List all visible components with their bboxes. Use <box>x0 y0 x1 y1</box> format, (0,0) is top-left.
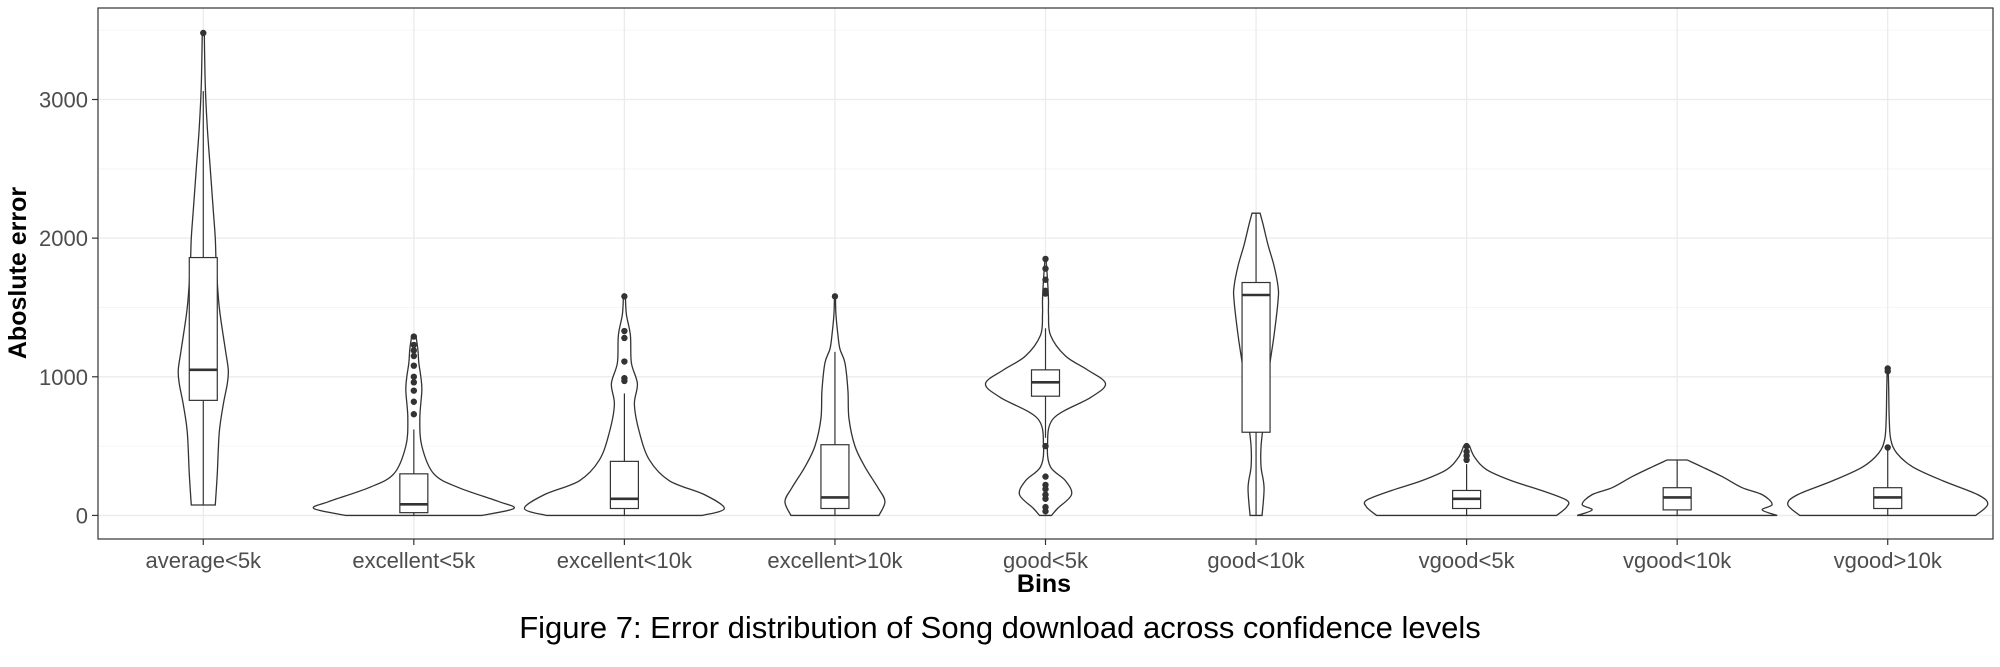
box-iqr <box>609 460 639 510</box>
outlier-point <box>1042 287 1049 295</box>
y-axis-title: Aboslute error <box>4 187 32 360</box>
x-tick-label: vgood<5k <box>1419 548 1516 573</box>
outlier-point <box>1463 442 1470 450</box>
outlier-point <box>1042 255 1049 263</box>
outlier-point <box>410 379 418 386</box>
box-iqr <box>399 473 429 514</box>
outlier-point <box>1042 503 1049 511</box>
outlier-point <box>200 29 207 37</box>
box-iqr <box>1662 487 1692 511</box>
outlier-point <box>410 362 418 369</box>
outlier-point <box>1042 265 1049 272</box>
x-tick-label: good<10k <box>1207 548 1305 573</box>
box-iqr <box>820 444 850 510</box>
x-tick-label: vgood>10k <box>1834 548 1943 573</box>
x-tick-label: excellent<10k <box>557 548 693 573</box>
outlier-point <box>1463 448 1470 455</box>
outlier-point <box>410 373 418 380</box>
y-tick-label: 0 <box>76 503 88 528</box>
x-tick-label: vgood<10k <box>1623 548 1732 573</box>
violins <box>177 32 1989 517</box>
y-axis-ticks: 0 1000 2000 3000 <box>39 88 98 528</box>
outlier-point <box>1042 473 1049 480</box>
outlier-point <box>410 411 418 418</box>
outlier-point <box>410 387 418 394</box>
y-tick-label: 2000 <box>39 226 88 251</box>
y-tick-label: 3000 <box>39 88 88 113</box>
x-tick-label: average<5k <box>145 548 262 573</box>
outlier-point <box>621 327 628 335</box>
box-iqr <box>1241 281 1271 433</box>
outlier-point <box>410 341 418 349</box>
outlier-point <box>1884 444 1891 451</box>
boxplots <box>188 91 1903 516</box>
outliers <box>200 29 1891 515</box>
x-tick-label: good<5k <box>1003 548 1089 573</box>
outlier-point <box>621 374 628 382</box>
outlier-point <box>410 347 418 354</box>
outlier-point <box>1042 276 1049 283</box>
outlier-point <box>831 293 839 300</box>
y-tick-label: 1000 <box>39 365 88 390</box>
x-axis-ticks: average<5k excellent<5k excellent<10k excel… <box>145 539 1943 573</box>
figure-caption: Figure 7: Error distribution of Song dow… <box>519 610 1481 645</box>
outlier-point <box>1042 481 1049 489</box>
box-iqr <box>188 256 218 401</box>
outlier-point <box>410 352 418 360</box>
x-tick-label: excellent>10k <box>767 548 903 573</box>
outlier-point <box>621 334 628 342</box>
outlier-point <box>410 398 418 405</box>
x-axis-title: Bins <box>1017 570 1071 598</box>
x-tick-label: excellent<5k <box>352 548 476 573</box>
outlier-point <box>1884 365 1891 372</box>
outlier-point <box>1042 442 1049 450</box>
outlier-point <box>621 293 628 300</box>
outlier-point <box>621 358 628 365</box>
outlier-point <box>410 333 418 340</box>
outlier-point <box>1042 491 1049 498</box>
